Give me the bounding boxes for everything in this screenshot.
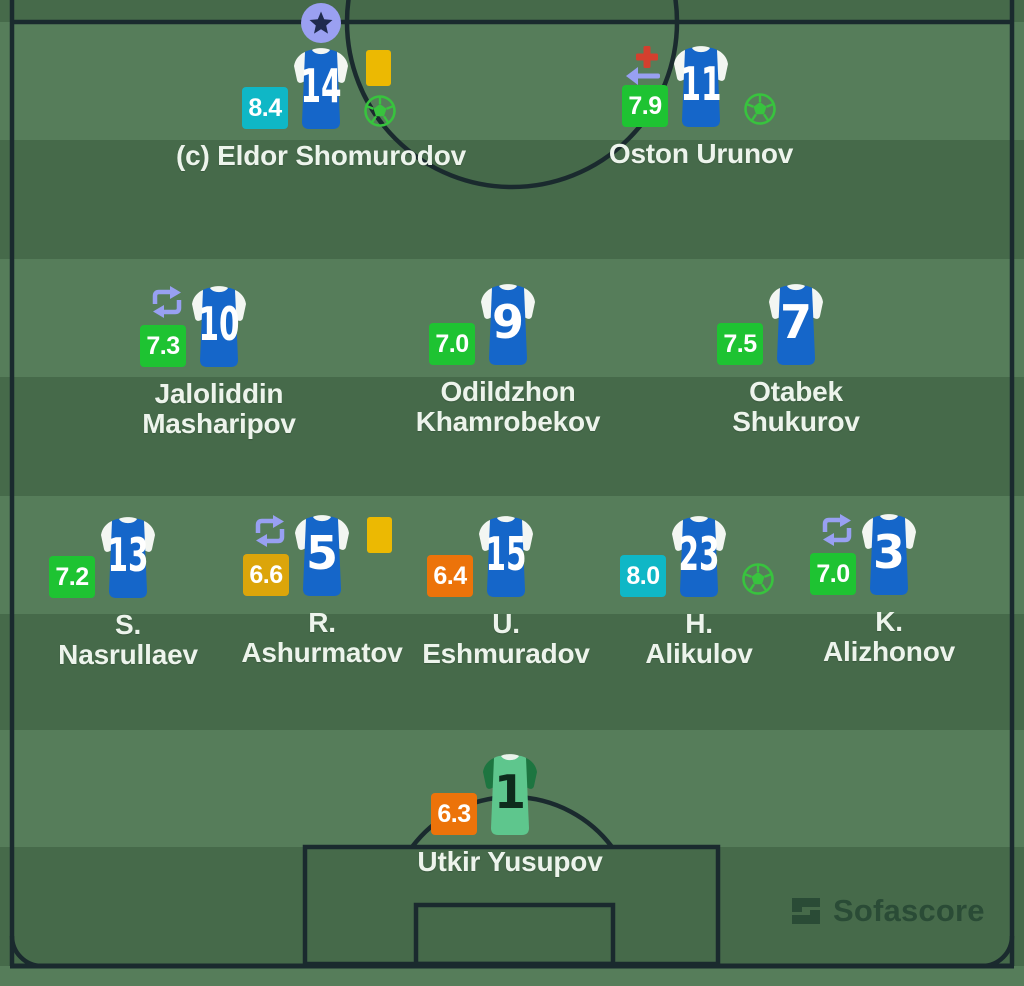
jersey-number: 13 [108,528,149,582]
corner-arc-left [9,935,43,969]
substituted-icon [819,511,855,549]
jersey-number: 23 [679,527,720,581]
pitch-stripe [0,614,1024,730]
rating-badge[interactable]: 7.5 [717,323,763,365]
jersey-icon: 3 [857,513,921,597]
substituted-icon [252,512,288,550]
player-name: K. Alizhonov [823,606,955,667]
jersey-icon: 7 [764,283,828,367]
jersey-number: 11 [681,57,722,111]
jersey-icon: 11 [669,45,733,129]
player-of-the-match-icon [300,2,342,44]
yellow-card-icon [366,50,391,86]
player-name: Jaloliddin Masharipov [142,378,296,439]
jersey-number: 5 [306,526,338,580]
player-name: Utkir Yusupov [417,846,603,877]
rating-badge[interactable]: 8.0 [620,555,666,597]
yellow-card-icon [367,517,392,553]
jersey-icon: 15 [474,515,538,599]
rating-badge[interactable]: 7.2 [49,556,95,598]
player[interactable]: 13 7.2 S. Nasrullaev [0,516,298,696]
jersey-icon: 5 [290,514,354,598]
jersey-icon: 14 [289,47,353,131]
rating-badge[interactable]: 6.4 [427,555,473,597]
player-name: U. Eshmuradov [422,608,590,669]
jersey-number: 1 [494,765,526,819]
player[interactable]: 7 7.5 Otabek Shukurov [626,283,966,463]
rating-badge[interactable]: 7.0 [429,323,475,365]
player[interactable]: 3 7.0 K. Alizhonov [719,513,1024,693]
player-name: H. Alikulov [645,608,753,669]
sofascore-logo-text: Sofascore [833,893,985,928]
substituted-icon [149,283,185,321]
player[interactable]: 10 7.3 Jaloliddin Masharipov [49,285,389,465]
pitch-stripe [0,22,1024,140]
sofascore-logo-icon [792,898,820,924]
jersey-icon: 13 [96,516,160,600]
jersey-icon: 1 [478,753,542,837]
goal-icon [363,94,397,128]
player[interactable]: 15 6.4 U. Eshmuradov [336,515,676,695]
jersey-number: 9 [492,295,524,349]
sofascore-logo: Sofascore [788,893,985,929]
jersey-number: 3 [873,525,905,579]
player[interactable]: 5 6.6 R. Ashurmatov [152,514,492,694]
pitch-stripe [0,966,1024,986]
pitch-stripe [0,377,1024,496]
player-name: Otabek Shukurov [732,376,860,437]
center-circle [344,0,680,190]
player[interactable]: 23 8.0 H. Alikulov [529,515,869,695]
player-name: Oston Urunov [608,138,794,169]
jersey-number: 7 [780,295,812,349]
player-name: R. Ashurmatov [241,607,403,668]
rating-badge[interactable]: 8.4 [242,87,288,129]
pitch-stripe [0,140,1024,259]
player-name: (c) Eldor Shomurodov [175,140,466,171]
pitch-stripe [0,0,1024,22]
corner-arc-right [981,935,1015,969]
player-name: S. Nasrullaev [58,609,198,670]
rating-badge[interactable]: 6.3 [431,793,477,835]
goal-icon [743,92,777,126]
player-name: Odildzhon Khamrobekov [415,376,601,437]
rating-badge[interactable]: 6.6 [243,554,289,596]
rating-badge[interactable]: 7.0 [810,553,856,595]
player[interactable]: 14 8.4 (c) Eldor Shomurodov [151,3,491,227]
jersey-number: 15 [486,527,527,581]
jersey-icon: 10 [187,285,251,369]
player[interactable]: 1 6.3 Utkir Yusupov [340,753,680,933]
jersey-number: 14 [301,59,342,113]
rating-badge[interactable]: 7.3 [140,325,186,367]
goal-icon [741,562,775,596]
rating-badge[interactable]: 7.9 [622,85,668,127]
jersey-icon: 23 [667,515,731,599]
jersey-icon: 9 [476,283,540,367]
jersey-number: 10 [199,297,240,351]
substituted-injury-icon [624,46,662,86]
player[interactable]: 11 7.9 Oston Urunov [531,45,871,225]
player[interactable]: 9 7.0 Odildzhon Khamrobekov [338,283,678,463]
